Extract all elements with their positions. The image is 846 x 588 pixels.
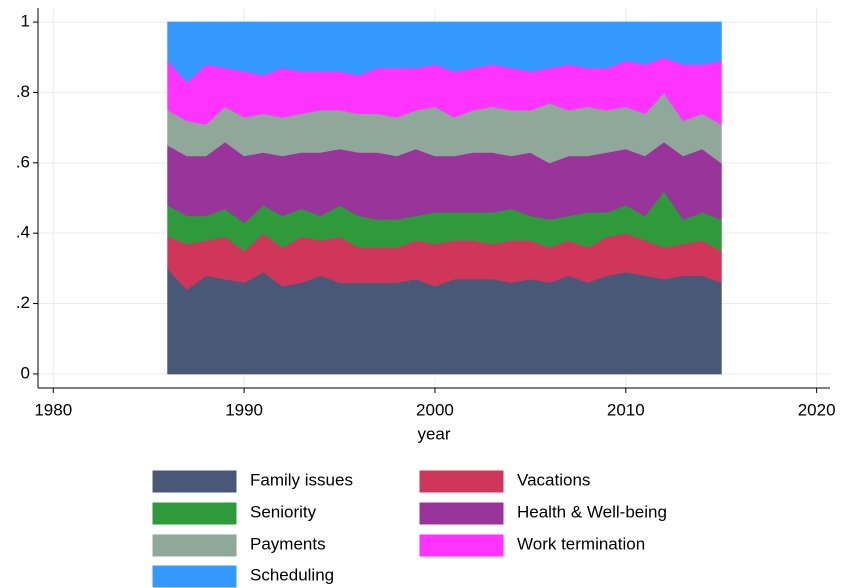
legend-swatch bbox=[152, 470, 237, 493]
legend-label: Seniority bbox=[250, 502, 317, 521]
y-tick-label: .4 bbox=[16, 223, 30, 242]
y-tick-label: .6 bbox=[16, 152, 30, 171]
area bbox=[167, 21, 722, 83]
legend-swatch bbox=[152, 534, 237, 557]
legend-label: Health & Well-being bbox=[517, 502, 667, 521]
legend-swatch bbox=[152, 565, 237, 588]
y-tick-label: .8 bbox=[16, 82, 30, 101]
y-tick-label: 1 bbox=[21, 12, 30, 31]
legend-label: Payments bbox=[250, 534, 326, 553]
legend-label: Work termination bbox=[517, 534, 645, 553]
x-tick-label: 2020 bbox=[798, 400, 836, 419]
legend-swatch bbox=[152, 502, 237, 525]
legend-label: Scheduling bbox=[250, 565, 334, 584]
legend-swatch bbox=[419, 502, 504, 525]
x-axis-label: year bbox=[417, 424, 450, 443]
legend-label: Family issues bbox=[250, 470, 353, 489]
y-tick-label: 0 bbox=[21, 363, 30, 382]
legend-swatch bbox=[419, 534, 504, 557]
area bbox=[167, 267, 722, 375]
x-tick-label: 1980 bbox=[34, 400, 72, 419]
y-tick-label: .2 bbox=[16, 293, 30, 312]
x-tick-label: 2000 bbox=[416, 400, 454, 419]
legend-label: Vacations bbox=[517, 470, 590, 489]
x-tick-label: 2010 bbox=[607, 400, 645, 419]
legend-swatch bbox=[419, 470, 504, 493]
x-tick-label: 1990 bbox=[225, 400, 263, 419]
